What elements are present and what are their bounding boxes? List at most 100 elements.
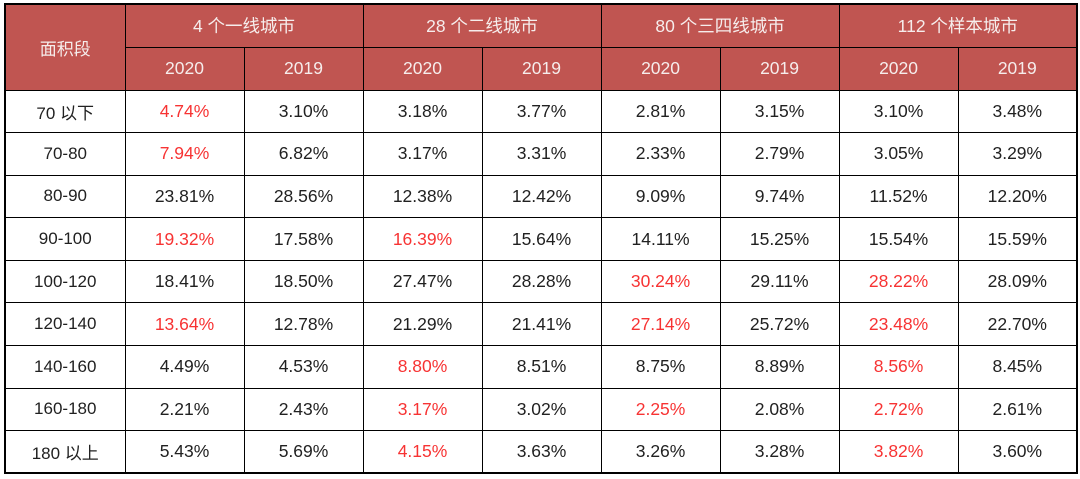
value-cell: 3.02% bbox=[481, 387, 602, 432]
value-cell: 17.58% bbox=[243, 217, 364, 261]
table-header: 面积段 4 个一线城市 28 个二线城市 80 个三四线城市 112 个样本城市 20… bbox=[4, 3, 1078, 91]
year-header-cell: 2020 bbox=[600, 46, 721, 91]
year-header-cell: 2019 bbox=[481, 46, 602, 91]
value-cell: 3.10% bbox=[243, 89, 364, 134]
value-cell: 30.24% bbox=[600, 259, 721, 304]
value-cell: 3.60% bbox=[957, 430, 1078, 474]
value-cell: 15.64% bbox=[481, 217, 602, 261]
year-header-cell: 2019 bbox=[243, 46, 364, 91]
value-cell: 3.18% bbox=[362, 89, 483, 134]
value-cell: 15.25% bbox=[719, 217, 840, 261]
value-cell: 2.81% bbox=[600, 89, 721, 134]
table-row: 100-120 18.41% 18.50% 27.47% 28.28% 30.24% 29.… bbox=[4, 259, 1078, 304]
value-cell: 5.69% bbox=[243, 430, 364, 474]
table-row: 140-160 4.49% 4.53% 8.80% 8.51% 8.75% 8.89% 8.5… bbox=[4, 345, 1078, 389]
year-header-cell: 2020 bbox=[362, 46, 483, 91]
value-cell: 21.29% bbox=[362, 302, 483, 347]
group-header-row: 面积段 4 个一线城市 28 个二线城市 80 个三四线城市 112 个样本城市 bbox=[4, 3, 1078, 91]
value-cell: 3.28% bbox=[719, 430, 840, 474]
year-header-cell: 2020 bbox=[124, 46, 245, 91]
year-header-row: 2020 2019 2020 2019 2020 2019 2020 2019 bbox=[5, 46, 1078, 91]
area-segment-distribution-table: 面积段 4 个一线城市 28 个二线城市 80 个三四线城市 112 个样本城市 20… bbox=[4, 3, 1079, 475]
value-cell: 3.17% bbox=[362, 132, 483, 176]
value-cell: 27.14% bbox=[600, 302, 721, 347]
segment-cell: 100-120 bbox=[4, 259, 126, 304]
value-cell: 3.29% bbox=[957, 132, 1078, 176]
value-cell: 3.26% bbox=[600, 430, 721, 474]
value-cell: 2.21% bbox=[124, 387, 245, 432]
value-cell: 12.42% bbox=[481, 174, 602, 219]
value-cell: 18.50% bbox=[243, 259, 364, 304]
value-cell: 8.75% bbox=[600, 345, 721, 389]
group-header-cell: 4 个一线城市 bbox=[124, 3, 364, 48]
value-cell: 4.53% bbox=[243, 345, 364, 389]
value-cell: 11.52% bbox=[838, 174, 959, 219]
corner-cell-area-segment: 面积段 bbox=[4, 3, 126, 91]
value-cell: 5.43% bbox=[124, 430, 245, 474]
segment-cell: 80-90 bbox=[4, 174, 126, 219]
value-cell: 2.72% bbox=[838, 387, 959, 432]
value-cell: 2.79% bbox=[719, 132, 840, 176]
value-cell: 8.89% bbox=[719, 345, 840, 389]
value-cell: 28.28% bbox=[481, 259, 602, 304]
value-cell: 6.82% bbox=[243, 132, 364, 176]
value-cell: 3.63% bbox=[481, 430, 602, 474]
value-cell: 28.09% bbox=[957, 259, 1078, 304]
value-cell: 15.59% bbox=[957, 217, 1078, 261]
value-cell: 22.70% bbox=[957, 302, 1078, 347]
segment-cell: 120-140 bbox=[4, 302, 126, 347]
year-header-cell: 2020 bbox=[838, 46, 959, 91]
value-cell: 3.17% bbox=[362, 387, 483, 432]
value-cell: 27.47% bbox=[362, 259, 483, 304]
value-cell: 4.49% bbox=[124, 345, 245, 389]
value-cell: 9.09% bbox=[600, 174, 721, 219]
value-cell: 7.94% bbox=[124, 132, 245, 176]
value-cell: 23.81% bbox=[124, 174, 245, 219]
year-header-cell: 2019 bbox=[719, 46, 840, 91]
value-cell: 12.20% bbox=[957, 174, 1078, 219]
value-cell: 8.51% bbox=[481, 345, 602, 389]
value-cell: 3.48% bbox=[957, 89, 1078, 134]
year-header-cell: 2019 bbox=[957, 46, 1078, 91]
value-cell: 8.45% bbox=[957, 345, 1078, 389]
value-cell: 12.38% bbox=[362, 174, 483, 219]
table-row: 180 以上 5.43% 5.69% 4.15% 3.63% 3.26% 3.28% 3.82… bbox=[4, 430, 1078, 474]
value-cell: 25.72% bbox=[719, 302, 840, 347]
segment-cell: 160-180 bbox=[4, 387, 126, 432]
value-cell: 2.43% bbox=[243, 387, 364, 432]
value-cell: 8.56% bbox=[838, 345, 959, 389]
group-header-cell: 80 个三四线城市 bbox=[600, 3, 840, 48]
value-cell: 3.31% bbox=[481, 132, 602, 176]
value-cell: 2.25% bbox=[600, 387, 721, 432]
value-cell: 3.10% bbox=[838, 89, 959, 134]
table-row: 70-80 7.94% 6.82% 3.17% 3.31% 2.33% 2.79% 3.05%… bbox=[4, 132, 1078, 176]
group-header-cell: 28 个二线城市 bbox=[362, 3, 602, 48]
value-cell: 2.33% bbox=[600, 132, 721, 176]
value-cell: 2.08% bbox=[719, 387, 840, 432]
table-row: 70 以下 4.74% 3.10% 3.18% 3.77% 2.81% 3.15% 3.10%… bbox=[4, 89, 1078, 134]
value-cell: 28.56% bbox=[243, 174, 364, 219]
value-cell: 3.77% bbox=[481, 89, 602, 134]
value-cell: 3.15% bbox=[719, 89, 840, 134]
value-cell: 12.78% bbox=[243, 302, 364, 347]
table-row: 80-90 23.81% 28.56% 12.38% 12.42% 9.09% 9.74% 1… bbox=[4, 174, 1078, 219]
value-cell: 19.32% bbox=[124, 217, 245, 261]
value-cell: 15.54% bbox=[838, 217, 959, 261]
value-cell: 28.22% bbox=[838, 259, 959, 304]
value-cell: 3.82% bbox=[838, 430, 959, 474]
segment-cell: 90-100 bbox=[4, 217, 126, 261]
segment-cell: 70-80 bbox=[4, 132, 126, 176]
value-cell: 3.05% bbox=[838, 132, 959, 176]
table-row: 160-180 2.21% 2.43% 3.17% 3.02% 2.25% 2.08% 2.7… bbox=[4, 387, 1078, 432]
value-cell: 4.15% bbox=[362, 430, 483, 474]
value-cell: 13.64% bbox=[124, 302, 245, 347]
table-body: 70 以下 4.74% 3.10% 3.18% 3.77% 2.81% 3.15% 3.10%… bbox=[4, 89, 1078, 474]
value-cell: 2.61% bbox=[957, 387, 1078, 432]
segment-cell: 180 以上 bbox=[4, 430, 126, 474]
table-row: 90-100 19.32% 17.58% 16.39% 15.64% 14.11% 15.2… bbox=[4, 217, 1078, 261]
group-header-cell: 112 个样本城市 bbox=[838, 3, 1078, 48]
value-cell: 23.48% bbox=[838, 302, 959, 347]
value-cell: 8.80% bbox=[362, 345, 483, 389]
value-cell: 4.74% bbox=[124, 89, 245, 134]
